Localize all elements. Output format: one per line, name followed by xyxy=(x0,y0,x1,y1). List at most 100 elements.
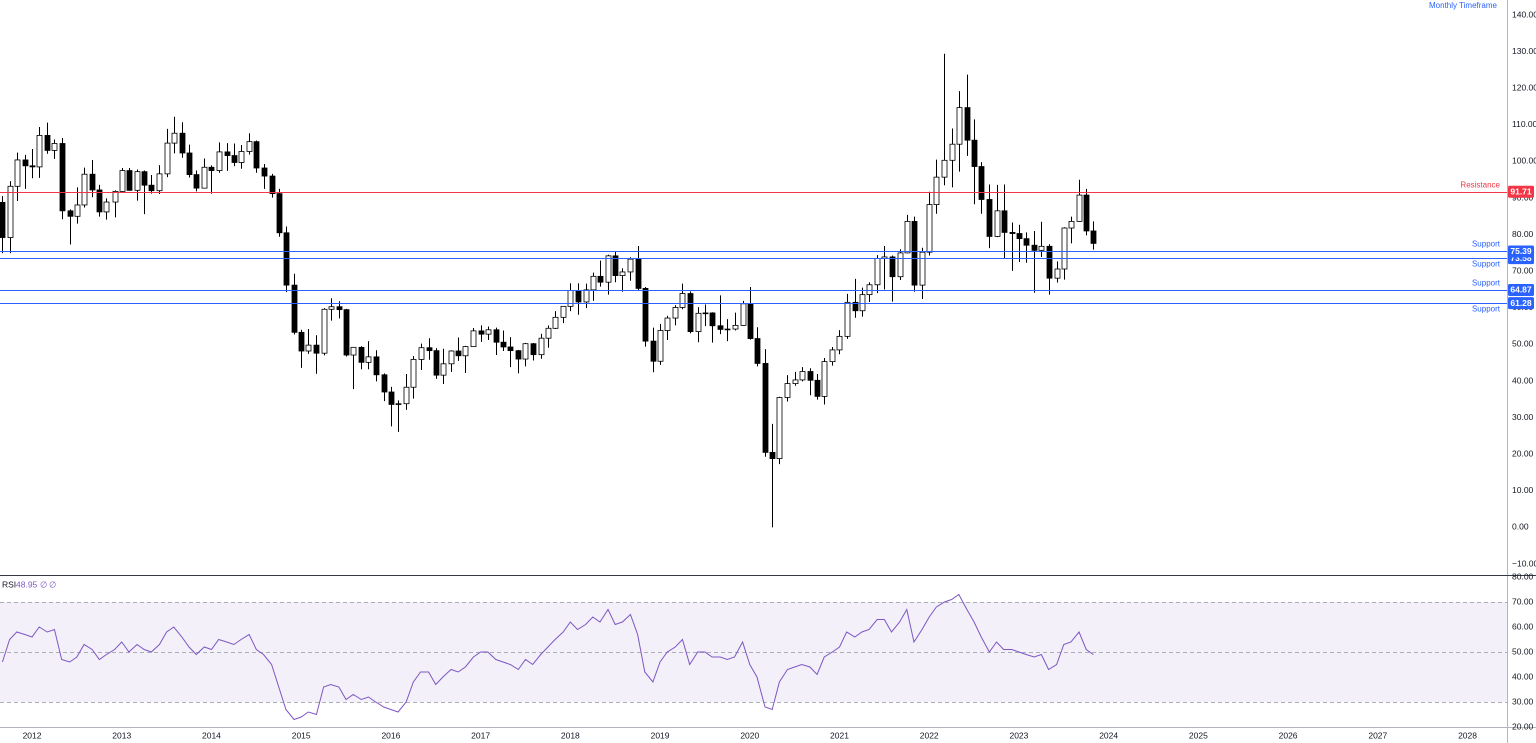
x-tick-label: 2014 xyxy=(202,730,221,740)
candle-body xyxy=(238,151,245,163)
candle-body xyxy=(51,143,58,151)
candle-body xyxy=(530,343,537,356)
y-tick-label: 40.00 xyxy=(1512,671,1534,681)
candle-body xyxy=(373,356,380,376)
candle-body xyxy=(358,346,365,363)
y-tick-label: 10.00 xyxy=(1512,485,1534,495)
candle-body xyxy=(74,204,81,217)
candle-body xyxy=(597,275,604,283)
candle-body xyxy=(829,349,836,363)
candle-body xyxy=(859,294,866,312)
candle-body xyxy=(246,141,253,152)
candle-body xyxy=(1068,221,1075,229)
candle-body xyxy=(44,135,51,151)
y-tick-label: 140.00 xyxy=(1512,9,1536,19)
y-tick-label: 30.00 xyxy=(1512,696,1534,706)
candle-body xyxy=(134,171,141,191)
candle-body xyxy=(1009,232,1016,234)
x-tick-label: 2023 xyxy=(1009,730,1028,740)
candle-body xyxy=(179,132,186,154)
candle-body xyxy=(1001,210,1008,233)
rsi-param: ∅ xyxy=(49,579,56,589)
candle-body xyxy=(717,325,724,330)
candle-body xyxy=(500,341,507,348)
candle-body xyxy=(956,107,963,145)
candle-body xyxy=(919,251,926,286)
candle-body xyxy=(201,166,208,189)
y-tick-label: 50.00 xyxy=(1512,339,1534,349)
candle-body xyxy=(485,329,492,335)
candle-body xyxy=(381,374,388,393)
candle-body xyxy=(904,221,911,254)
marks-layer xyxy=(0,53,1507,721)
level-label: Support xyxy=(1472,279,1501,288)
y-tick-label: 20.00 xyxy=(1512,721,1534,731)
candle-body xyxy=(448,350,455,365)
candle-body xyxy=(328,306,335,310)
candle-body xyxy=(515,350,522,360)
candle-body xyxy=(403,386,410,405)
x-tick-label: 2017 xyxy=(471,730,490,740)
level-label: Support xyxy=(1472,305,1501,314)
candle-body xyxy=(343,309,350,356)
candle-body xyxy=(193,174,200,189)
candle-body xyxy=(291,284,298,333)
y-tick-label: 130.00 xyxy=(1512,46,1536,56)
candle-body xyxy=(792,379,799,384)
candle-body xyxy=(59,143,66,212)
y-tick-label: 100.00 xyxy=(1512,156,1536,166)
candle-body xyxy=(224,151,231,156)
candle-body xyxy=(96,189,103,213)
candle-body xyxy=(119,170,126,192)
candle-body xyxy=(350,346,357,356)
candle-body xyxy=(575,290,582,303)
candle-body xyxy=(874,258,881,286)
candle-body xyxy=(635,258,642,289)
candle-body xyxy=(321,308,328,354)
candle-body xyxy=(507,346,514,352)
candle-body xyxy=(941,159,948,178)
axis-layer: −10.00 0.00 10.00 20.00 30.00 40.00 50.00 60.00… xyxy=(2,9,1536,740)
candle-body xyxy=(538,337,545,356)
candle-body xyxy=(426,347,433,352)
x-tick-label: 2019 xyxy=(651,730,670,740)
x-tick-label: 2012 xyxy=(23,730,42,740)
candle-body xyxy=(276,193,283,234)
candle-body xyxy=(664,317,671,331)
candle-body xyxy=(36,135,43,168)
candle-body xyxy=(695,312,702,333)
candle-body xyxy=(141,171,148,186)
candle-body xyxy=(462,346,469,357)
rsi-value: 48.95 xyxy=(16,579,38,589)
price-label-box xyxy=(1508,185,1534,198)
candle-body xyxy=(455,350,462,357)
candle-body xyxy=(679,293,686,308)
x-tick-label: 2016 xyxy=(381,730,400,740)
candle-body xyxy=(605,255,612,283)
candle-body xyxy=(388,391,395,405)
timeframe-annotation: Monthly Timeframe xyxy=(1429,1,1498,10)
candle-body xyxy=(702,312,709,315)
level-label: Support xyxy=(1472,240,1501,249)
candle-body xyxy=(261,167,268,177)
candle-body xyxy=(889,256,896,278)
candle-body xyxy=(754,338,761,364)
x-tick-label: 2025 xyxy=(1189,730,1208,740)
level-label: Resistance xyxy=(1460,181,1500,190)
candle-body xyxy=(821,361,828,397)
candle-body xyxy=(1038,245,1045,251)
candle-body xyxy=(619,271,626,277)
price-label-box xyxy=(1508,297,1534,310)
candle-body xyxy=(650,340,657,362)
x-tick-label: 2018 xyxy=(561,730,580,740)
candle-body xyxy=(769,451,776,460)
level-label: Support xyxy=(1472,260,1501,269)
price-label-box xyxy=(1508,283,1534,296)
candle-body xyxy=(1023,238,1030,246)
candle-body xyxy=(978,166,985,200)
candle-body xyxy=(657,330,664,362)
x-tick-label: 2024 xyxy=(1099,730,1118,740)
x-tick-label: 2021 xyxy=(830,730,849,740)
candle-body xyxy=(269,175,276,195)
